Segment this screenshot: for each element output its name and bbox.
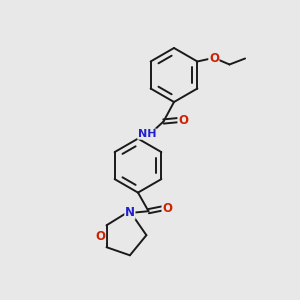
Text: O: O [178,113,188,127]
Text: O: O [162,202,172,215]
Text: O: O [209,52,219,65]
Text: O: O [95,230,106,243]
Text: NH: NH [138,129,156,139]
Text: N: N [125,206,135,219]
